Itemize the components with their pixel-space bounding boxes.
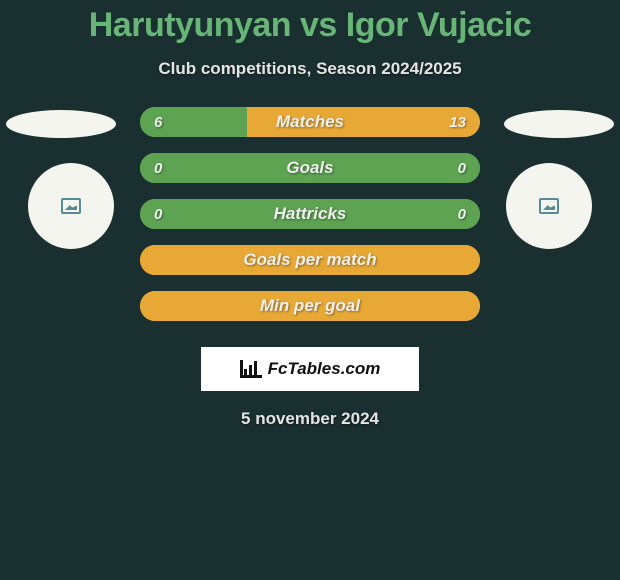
date-label: 5 november 2024 [0, 409, 620, 429]
stat-label: Goals [286, 158, 333, 178]
avatar-left [28, 163, 114, 249]
subtitle: Club competitions, Season 2024/2025 [0, 59, 620, 79]
logo-box[interactable]: FcTables.com [201, 347, 419, 391]
stat-bar: 0 0 Goals [140, 153, 480, 183]
stat-bars: 6 13 Matches 0 0 Goals 0 0 Hattricks Goals per ma… [140, 107, 480, 321]
placeholder-icon [539, 198, 559, 214]
stat-value-left: 0 [154, 206, 162, 223]
stat-value-right: 0 [458, 160, 466, 177]
stat-value-right: 0 [458, 206, 466, 223]
stat-label: Min per goal [260, 296, 360, 316]
stat-bar: 0 0 Hattricks [140, 199, 480, 229]
logo-text: FcTables.com [268, 359, 381, 379]
stat-bar: Goals per match [140, 245, 480, 275]
stat-label: Matches [276, 112, 344, 132]
page-title: Harutyunyan vs Igor Vujacic [0, 0, 620, 45]
avatar-right [506, 163, 592, 249]
flag-left [6, 110, 116, 138]
stat-value-left: 0 [154, 160, 162, 177]
stat-value-right: 13 [449, 114, 466, 131]
comparison-area: 6 13 Matches 0 0 Goals 0 0 Hattricks Goals per ma… [0, 107, 620, 321]
flag-right [504, 110, 614, 138]
stat-bar: 6 13 Matches [140, 107, 480, 137]
stat-bar: Min per goal [140, 291, 480, 321]
chart-icon [240, 360, 262, 378]
stat-label: Hattricks [274, 204, 347, 224]
placeholder-icon [61, 198, 81, 214]
stat-label: Goals per match [243, 250, 376, 270]
stat-value-left: 6 [154, 114, 162, 131]
